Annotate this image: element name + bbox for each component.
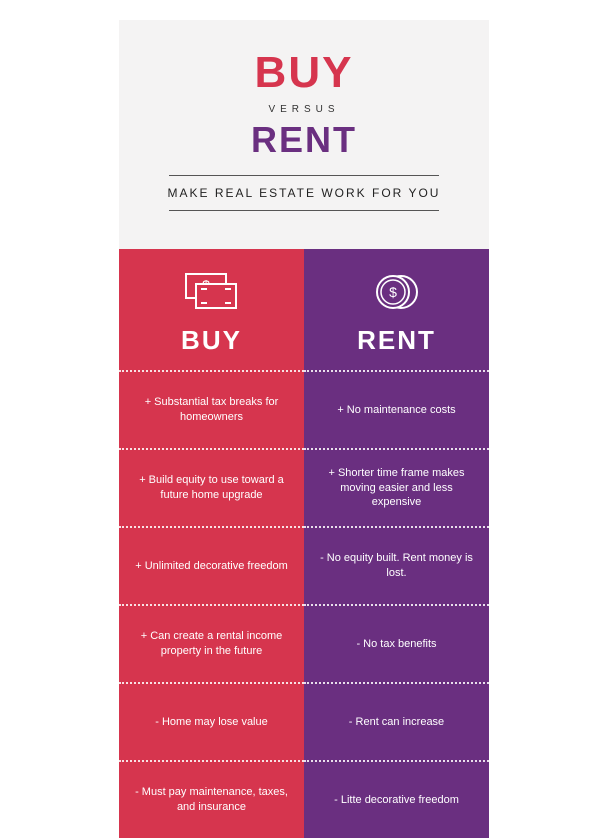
money-bill-icon: $ — [119, 267, 304, 317]
rent-row: + Shorter time frame makes moving easier… — [304, 448, 489, 526]
rent-row: - Litte decorative freedom — [304, 760, 489, 838]
rent-row: - Rent can increase — [304, 682, 489, 760]
rent-row: - No tax benefits — [304, 604, 489, 682]
buy-column: $ BUY + Substantial tax breaks for homeo… — [119, 249, 304, 838]
title-rent: RENT — [139, 119, 469, 161]
rent-row: + No maintenance costs — [304, 370, 489, 448]
divider-top — [169, 175, 439, 176]
svg-text:$: $ — [389, 284, 397, 300]
header-block: BUY VERSUS RENT MAKE REAL ESTATE WORK FO… — [119, 20, 489, 249]
buy-heading: BUY — [119, 325, 304, 356]
buy-row: + Can create a rental income property in… — [119, 604, 304, 682]
buy-row: + Unlimited decorative freedom — [119, 526, 304, 604]
divider-bottom — [169, 210, 439, 211]
rent-row: - No equity built. Rent money is lost. — [304, 526, 489, 604]
buy-row: - Must pay maintenance, taxes, and insur… — [119, 760, 304, 838]
title-buy: BUY — [139, 48, 469, 98]
buy-row: + Build equity to use toward a future ho… — [119, 448, 304, 526]
versus-label: VERSUS — [139, 104, 469, 115]
rent-column: $ RENT + No maintenance costs + Shorter … — [304, 249, 489, 838]
infographic-card: BUY VERSUS RENT MAKE REAL ESTATE WORK FO… — [119, 20, 489, 838]
subtitle: MAKE REAL ESTATE WORK FOR YOU — [139, 186, 469, 200]
coins-icon: $ — [304, 267, 489, 317]
buy-row: - Home may lose value — [119, 682, 304, 760]
buy-row: + Substantial tax breaks for homeowners — [119, 370, 304, 448]
rent-heading: RENT — [304, 325, 489, 356]
comparison-columns: $ BUY + Substantial tax breaks for homeo… — [119, 249, 489, 838]
